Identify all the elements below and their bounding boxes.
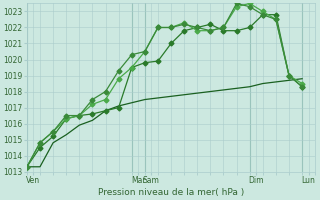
X-axis label: Pression niveau de la mer( hPa ): Pression niveau de la mer( hPa ) bbox=[98, 188, 244, 197]
